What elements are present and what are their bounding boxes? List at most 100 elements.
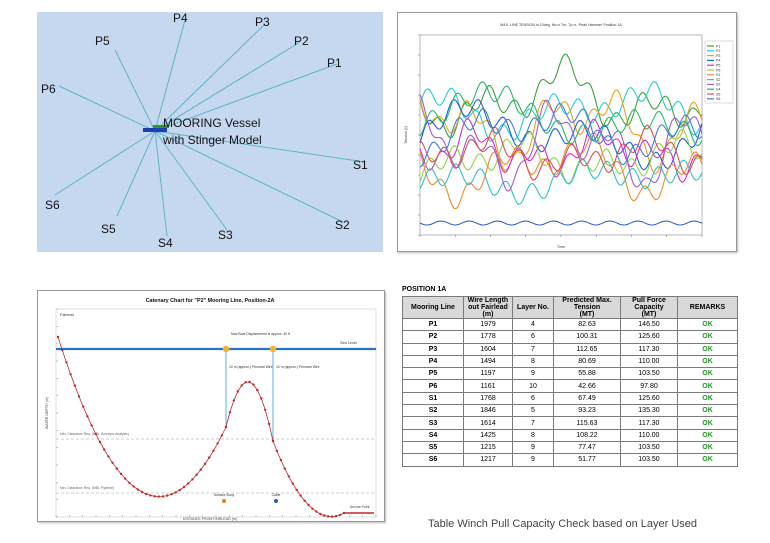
- cell-remarks: OK: [677, 391, 738, 406]
- catenary-point: [161, 495, 165, 498]
- catenary-point: [331, 515, 334, 518]
- catenary-point: [327, 515, 330, 518]
- catenary-point: [65, 361, 68, 364]
- winch-capacity-panel: POSITION 1A Mooring Line Wire Length out…: [402, 286, 740, 530]
- cell-mooring-line: P6: [402, 379, 464, 393]
- catenary-point: [132, 485, 135, 488]
- catenary-point: [174, 491, 177, 494]
- catenary-point: [140, 490, 144, 494]
- table-row: S2 1846 5 93.23 135.30 OK: [402, 404, 738, 418]
- catenary-point: [111, 461, 114, 464]
- table-cell: 8: [512, 354, 554, 369]
- anchor-label-p3: P3: [255, 15, 270, 29]
- mooring-line-p3: [154, 23, 266, 132]
- catenary-point: [212, 449, 215, 452]
- vessel-hull: [143, 128, 167, 132]
- col-header-pull-force: Pull Force Capacity (MT): [620, 296, 678, 319]
- table-cell: 42.66: [553, 379, 621, 393]
- catenary-point: [244, 381, 247, 384]
- vessel-label-line-2: with Stinger Model: [163, 133, 262, 147]
- y-axis-label: WATER DEPTH (m): [45, 397, 49, 429]
- legend-entry: S1: [716, 73, 720, 77]
- mooring-layout-panel: P4 P3 P2 P1 P5 P6 S1 S2 S3 S4 S5 S6 MOOR…: [37, 11, 383, 252]
- legend-entry: P3: [716, 54, 720, 58]
- catenary-point: [236, 390, 239, 393]
- table-cell: 1161: [463, 379, 513, 393]
- catenary-point: [264, 408, 267, 411]
- catenary-point: [107, 455, 110, 458]
- catenary-point: [283, 467, 286, 470]
- anchor-label-s3: S3: [218, 228, 233, 242]
- catenary-point: [315, 510, 318, 513]
- chart-title: MAX. LINE TENSION in 10deg, Hs=x.Tm, Tp=…: [500, 23, 622, 27]
- table-cell: 1768: [463, 391, 513, 406]
- catenary-point: [260, 397, 263, 400]
- series-line-p2: [419, 80, 703, 142]
- table-cell: 1604: [463, 342, 513, 356]
- catenary-point: [61, 348, 64, 352]
- table-cell: 117.30: [620, 416, 678, 430]
- cell-mooring-line: P1: [402, 317, 464, 332]
- anchor-label-s1: S1: [353, 158, 368, 172]
- table-cell: 7: [512, 342, 554, 356]
- table-cell: 51.77: [553, 453, 621, 467]
- table-cell: 100.31: [553, 330, 621, 344]
- table-row: P5 1197 9 55.88 103.50 OK: [402, 367, 738, 381]
- catenary-point: [299, 494, 302, 497]
- legend-entry: P5: [716, 64, 720, 68]
- anchor-label: Anchor Point: [350, 505, 369, 509]
- table-cell: 112.65: [553, 342, 621, 356]
- col-header-mooring-line: Mooring Line: [402, 296, 464, 319]
- table-cell: 10: [512, 379, 554, 393]
- catenary-point: [287, 475, 290, 478]
- catenary-point: [208, 456, 211, 459]
- anchor-label-p1: P1: [327, 56, 342, 70]
- catenary-point: [240, 384, 243, 387]
- catenary-point: [275, 449, 279, 453]
- plot-area: [55, 308, 377, 518]
- table-body: P1 1979 4 82.63 146.50 OK P2 1778 6 100.31 125.60 O…: [402, 317, 738, 467]
- cell-remarks: OK: [677, 367, 738, 381]
- table-caption: Table Winch Pull Capacity Check based on…: [428, 518, 698, 530]
- table-cell: 1979: [463, 317, 513, 332]
- catenary-point: [323, 514, 326, 517]
- table-cell: 1778: [463, 330, 513, 344]
- legend-entry: P1: [716, 44, 720, 48]
- table-cell: 9: [512, 453, 554, 467]
- table-cell: 103.50: [620, 453, 678, 467]
- catenary-point: [149, 494, 152, 497]
- table-cell: 146.50: [620, 317, 678, 332]
- anchor-label-p2: P2: [294, 34, 309, 48]
- catenary-point: [73, 384, 76, 387]
- mooring-line-p1: [154, 63, 338, 132]
- mooring-line-s4: [154, 130, 168, 237]
- cell-mooring-line: S3: [402, 416, 464, 430]
- catenary-point: [279, 458, 283, 462]
- table-cell: 1217: [463, 453, 513, 467]
- catenary-point: [228, 411, 232, 414]
- legend-entry: S3: [716, 83, 720, 87]
- cable-marker: [274, 499, 278, 503]
- catenary-point: [90, 424, 93, 427]
- catenary-point: [311, 507, 314, 510]
- cell-remarks: OK: [677, 428, 738, 442]
- legend-entry: P4: [716, 59, 720, 63]
- sea-level-label: Sea Level: [340, 341, 357, 345]
- table-row: P4 1494 8 80.69 110.00 OK: [402, 354, 738, 369]
- max-disp-label: Max Boat Displacement is approx. 40 ft: [231, 332, 290, 336]
- catenary-point: [115, 467, 119, 470]
- catenary-point: [98, 440, 102, 444]
- catenary-point: [248, 380, 251, 384]
- catenary-point: [187, 482, 190, 485]
- anchor-label-p5: P5: [95, 34, 110, 48]
- cell-remarks: OK: [677, 440, 738, 455]
- table-cell: 5: [512, 404, 554, 418]
- catenary-point: [82, 405, 85, 408]
- cell-remarks: OK: [677, 379, 738, 393]
- table-cell: 77.47: [553, 440, 621, 455]
- cell-remarks: OK: [677, 342, 738, 356]
- mooring-line-s1: [154, 130, 366, 163]
- col-header-layer: Layer No.: [512, 296, 554, 319]
- table-cell: 135.30: [620, 404, 678, 418]
- table-cell: 1494: [463, 354, 513, 369]
